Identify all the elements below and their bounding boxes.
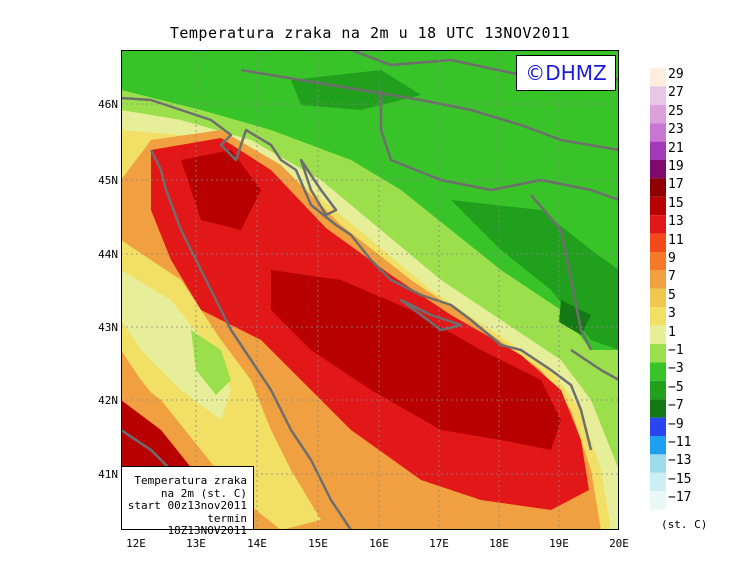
legend-label: 1 bbox=[668, 324, 676, 340]
lon-label-14e: 14E bbox=[247, 537, 267, 550]
legend-swatch bbox=[650, 233, 666, 252]
temperature-map bbox=[121, 50, 619, 530]
legend-swatch bbox=[650, 160, 666, 179]
cold-zone bbox=[121, 50, 619, 350]
lon-label-16e: 16E bbox=[369, 537, 389, 550]
lat-label-46n: 46N bbox=[98, 98, 118, 111]
legend-label: 25 bbox=[668, 103, 684, 119]
map-title: Temperatura zraka na 2m u 18 UTC 13NOV20… bbox=[169, 24, 571, 42]
legend-swatch bbox=[650, 288, 666, 308]
legend-swatch bbox=[650, 252, 666, 271]
legend-label: 19 bbox=[668, 159, 684, 174]
lon-label-18e: 18E bbox=[489, 537, 509, 550]
cold-zone-dark-3 bbox=[559, 300, 591, 335]
legend-label: 17 bbox=[668, 177, 684, 193]
legend-swatch bbox=[650, 307, 666, 326]
legend-swatch bbox=[650, 472, 666, 492]
info-box: Temperatura zraka na 2m (st. C) start 00… bbox=[121, 466, 254, 537]
legend-label: −17 bbox=[668, 490, 692, 506]
legend-label: 23 bbox=[668, 122, 684, 138]
lon-label-12e: 12E bbox=[126, 537, 146, 550]
legend-label: −7 bbox=[668, 398, 684, 414]
dhmz-logo: ©DHMZ bbox=[516, 55, 616, 91]
info-line-2: na 2m (st. C) bbox=[160, 486, 247, 500]
legend-label: 11 bbox=[668, 232, 684, 248]
lon-label-20e: 20E bbox=[609, 537, 629, 550]
legend-swatch bbox=[650, 417, 666, 436]
legend-label: 5 bbox=[668, 287, 676, 303]
lon-label-17e: 17E bbox=[429, 537, 449, 550]
legend-label: 27 bbox=[668, 85, 684, 101]
legend-label: −3 bbox=[668, 361, 684, 377]
lat-label-44n: 44N bbox=[98, 248, 118, 261]
legend-swatch bbox=[650, 362, 666, 381]
legend-swatch bbox=[650, 215, 666, 234]
legend-swatch bbox=[650, 399, 666, 418]
legend-label: −13 bbox=[668, 453, 692, 469]
legend-swatch bbox=[650, 325, 666, 344]
legend-swatch bbox=[650, 86, 666, 105]
color-legend bbox=[650, 68, 666, 510]
legend-swatch bbox=[650, 123, 666, 142]
legend-label: −1 bbox=[668, 343, 684, 358]
lon-label-15e: 15E bbox=[308, 537, 328, 550]
legend-swatch bbox=[650, 270, 666, 289]
lat-label-42n: 42N bbox=[98, 394, 118, 407]
legend-label: 9 bbox=[668, 251, 676, 266]
legend-swatch bbox=[650, 380, 666, 400]
legend-swatch bbox=[650, 491, 666, 510]
lon-label-19e: 19E bbox=[549, 537, 569, 550]
legend-label: −11 bbox=[668, 435, 692, 450]
legend-label: −15 bbox=[668, 471, 692, 487]
legend-label: 15 bbox=[668, 195, 684, 211]
legend-label: 13 bbox=[668, 214, 684, 230]
italy-land-zone bbox=[121, 270, 231, 420]
legend-swatch bbox=[650, 141, 666, 160]
sea-core-zone bbox=[271, 270, 561, 450]
legend-label: 29 bbox=[668, 67, 684, 82]
legend-label: 3 bbox=[668, 306, 676, 322]
legend-swatch bbox=[650, 178, 666, 197]
legend-swatch bbox=[650, 344, 666, 363]
legend-swatch bbox=[650, 68, 666, 87]
info-line-4: termin 18Z13NOV2011 bbox=[167, 511, 247, 537]
lon-label-13e: 13E bbox=[186, 537, 206, 550]
lat-label-43n: 43N bbox=[98, 321, 118, 334]
info-line-3: start 00z13nov2011 bbox=[127, 499, 247, 512]
legend-label: 7 bbox=[668, 269, 676, 285]
graticule bbox=[121, 50, 619, 530]
legend-label: 21 bbox=[668, 140, 684, 156]
legend-label: −5 bbox=[668, 379, 684, 395]
lat-label-45n: 45N bbox=[98, 174, 118, 187]
map-frame bbox=[121, 50, 619, 530]
legend-swatch bbox=[650, 436, 666, 455]
info-line-1: Temperatura zraka bbox=[134, 474, 247, 487]
legend-label: −9 bbox=[668, 416, 684, 432]
legend-swatch bbox=[650, 454, 666, 473]
sea-core-zone-2 bbox=[181, 150, 261, 230]
legend-swatch bbox=[650, 104, 666, 124]
lat-label-41n: 41N bbox=[98, 468, 118, 481]
legend-swatch bbox=[650, 196, 666, 216]
italy-land-green bbox=[191, 330, 231, 395]
legend-unit: (st. C) bbox=[661, 518, 708, 531]
